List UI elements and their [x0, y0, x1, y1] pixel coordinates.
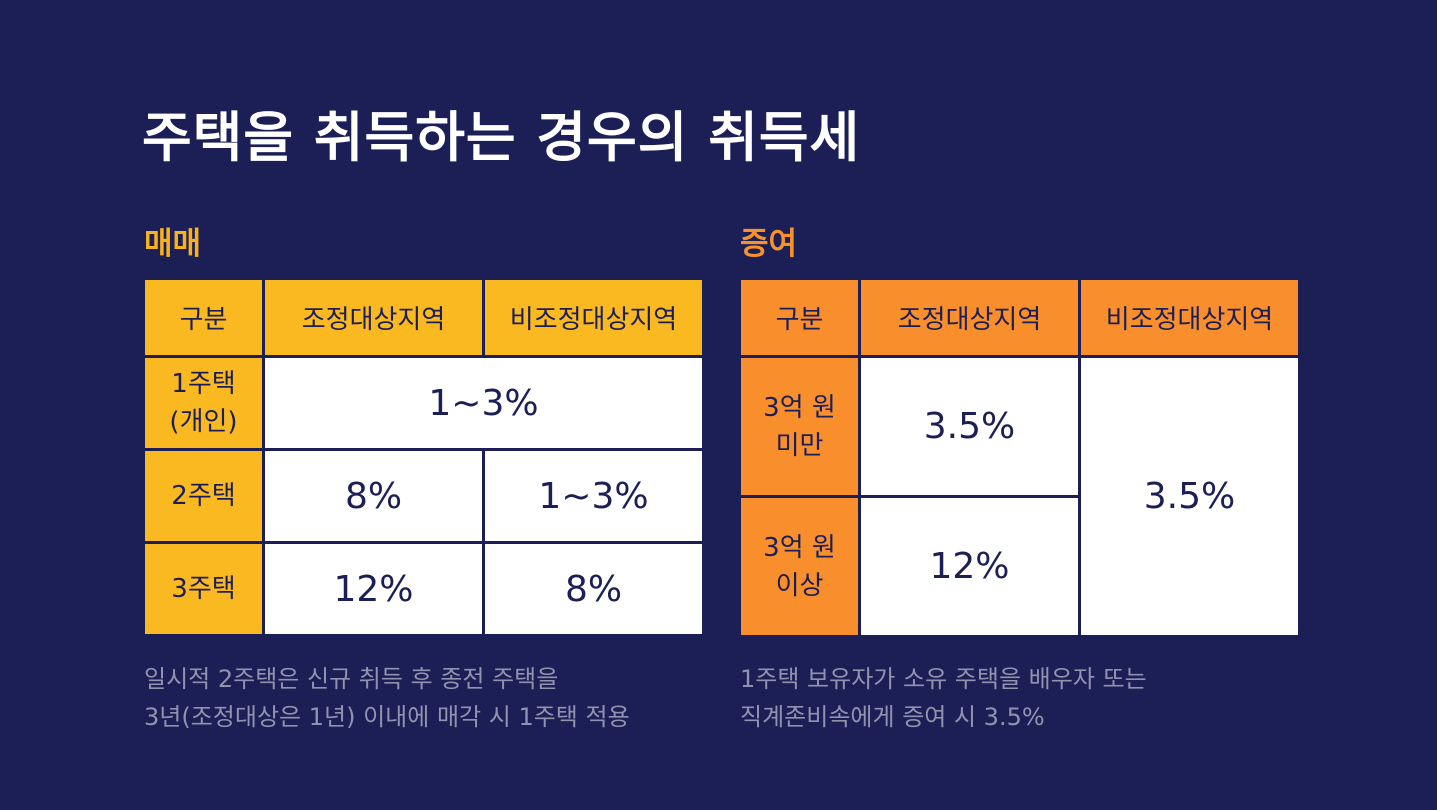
table-row: 3억 원 이상 12% — [738, 495, 1300, 638]
sale-footnote: 일시적 2주택은 신규 취득 후 종전 주택을 3년(조정대상은 1년) 이내에… — [144, 660, 630, 736]
header-non-adjusted-area: 비조정대상지역 — [1078, 277, 1301, 358]
sale-tax-table: 구분 조정대상지역 비조정대상지역 1주택 (개인) 1~3% 2주택 8% 1… — [142, 277, 705, 637]
table-header-row: 구분 조정대상지역 비조정대상지역 — [738, 277, 1301, 358]
gift-tax-table: 구분 조정대상지역 비조정대상지역 3억 원 미만 3.5% 3.5% 3억 원… — [738, 277, 1301, 638]
rate-cell-merged: 1~3% — [262, 355, 705, 451]
gift-section-label: 증여 — [740, 226, 798, 262]
table-row: 1주택 (개인) 1~3% — [142, 355, 705, 451]
rate-cell-non-adjusted-merged: 3.5% — [1078, 355, 1301, 638]
gift-footnote-line1: 1주택 보유자가 소유 주택을 배우자 또는 — [740, 665, 1147, 693]
rate-cell-adjusted: 12% — [858, 495, 1081, 638]
row-category-line1: 3억 원 — [763, 532, 836, 563]
table-row: 2주택 8% 1~3% — [142, 448, 705, 544]
table-header-row: 구분 조정대상지역 비조정대상지역 — [142, 277, 705, 358]
sale-section-label: 매매 — [144, 226, 202, 262]
rate-cell-adjusted: 12% — [262, 541, 485, 637]
row-category-line1: 3억 원 — [763, 392, 836, 423]
page-title: 주택을 취득하는 경우의 취득세 — [142, 106, 861, 169]
row-category-line2: (개인) — [169, 407, 238, 437]
row-category: 2주택 — [142, 448, 265, 544]
gift-footnote-line2: 직계존비속에게 증여 시 3.5% — [740, 703, 1045, 731]
header-category: 구분 — [738, 277, 861, 358]
row-category: 3주택 — [142, 541, 265, 637]
row-category: 3억 원 미만 — [738, 355, 861, 498]
gift-footnote: 1주택 보유자가 소유 주택을 배우자 또는 직계존비속에게 증여 시 3.5% — [740, 660, 1147, 736]
table-row: 3주택 12% 8% — [142, 541, 705, 637]
header-adjusted-area: 조정대상지역 — [858, 277, 1081, 358]
header-adjusted-area: 조정대상지역 — [262, 277, 485, 358]
table-row: 3억 원 미만 3.5% 3.5% — [738, 355, 1301, 638]
row-category-line2: 미만 — [775, 430, 824, 461]
row-category-line2: 이상 — [775, 570, 824, 601]
rate-cell-non-adjusted: 8% — [482, 541, 705, 637]
header-category: 구분 — [142, 277, 265, 358]
header-non-adjusted-area: 비조정대상지역 — [482, 277, 705, 358]
row-category: 3억 원 이상 — [738, 495, 861, 638]
rate-cell-adjusted: 3.5% — [858, 355, 1081, 498]
sale-footnote-line2: 3년(조정대상은 1년) 이내에 매각 시 1주택 적용 — [144, 703, 630, 731]
rate-cell-non-adjusted: 1~3% — [482, 448, 705, 544]
row-category-line1: 1주택 — [171, 369, 236, 399]
row-category: 1주택 (개인) — [142, 355, 265, 451]
sale-footnote-line1: 일시적 2주택은 신규 취득 후 종전 주택을 — [144, 665, 559, 693]
rate-cell-adjusted: 8% — [262, 448, 485, 544]
